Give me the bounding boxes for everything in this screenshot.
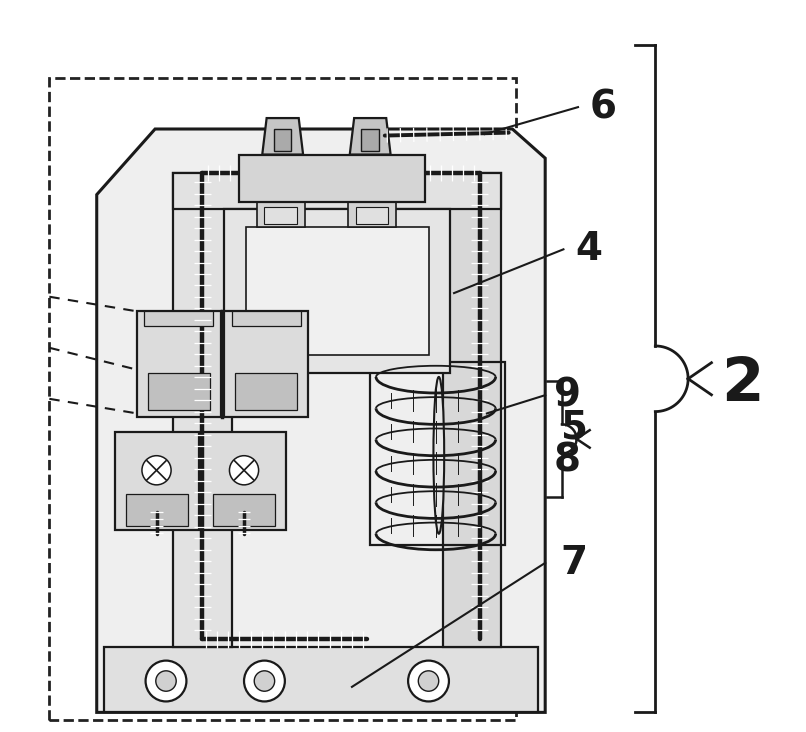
Text: 4: 4 (575, 231, 602, 269)
Polygon shape (214, 493, 276, 526)
Text: 9: 9 (554, 376, 580, 414)
Text: 6: 6 (590, 88, 617, 126)
Polygon shape (97, 129, 545, 712)
Polygon shape (350, 118, 391, 154)
Polygon shape (224, 209, 451, 373)
Circle shape (230, 456, 259, 485)
Circle shape (418, 671, 438, 691)
Polygon shape (262, 118, 303, 154)
Polygon shape (235, 373, 297, 410)
Text: 2: 2 (721, 355, 763, 414)
Polygon shape (173, 173, 231, 647)
Polygon shape (126, 493, 188, 526)
Polygon shape (224, 311, 308, 417)
Polygon shape (274, 129, 292, 151)
Text: 5: 5 (561, 409, 588, 447)
Circle shape (156, 671, 177, 691)
Polygon shape (361, 129, 379, 151)
Polygon shape (137, 311, 221, 417)
Polygon shape (231, 311, 301, 326)
Polygon shape (257, 202, 305, 228)
Polygon shape (202, 432, 286, 530)
Polygon shape (239, 154, 425, 202)
Circle shape (408, 660, 449, 701)
Ellipse shape (434, 377, 444, 534)
Circle shape (254, 671, 275, 691)
Polygon shape (144, 311, 214, 326)
Polygon shape (104, 647, 538, 712)
Text: 8: 8 (554, 442, 580, 479)
Polygon shape (246, 228, 429, 355)
Text: 7: 7 (561, 544, 588, 582)
Circle shape (244, 660, 285, 701)
Circle shape (146, 660, 186, 701)
Polygon shape (173, 173, 501, 209)
Polygon shape (443, 173, 501, 647)
Polygon shape (355, 207, 388, 224)
Polygon shape (348, 202, 396, 228)
Circle shape (142, 456, 171, 485)
Polygon shape (264, 207, 297, 224)
Polygon shape (115, 432, 199, 530)
Polygon shape (147, 373, 210, 410)
